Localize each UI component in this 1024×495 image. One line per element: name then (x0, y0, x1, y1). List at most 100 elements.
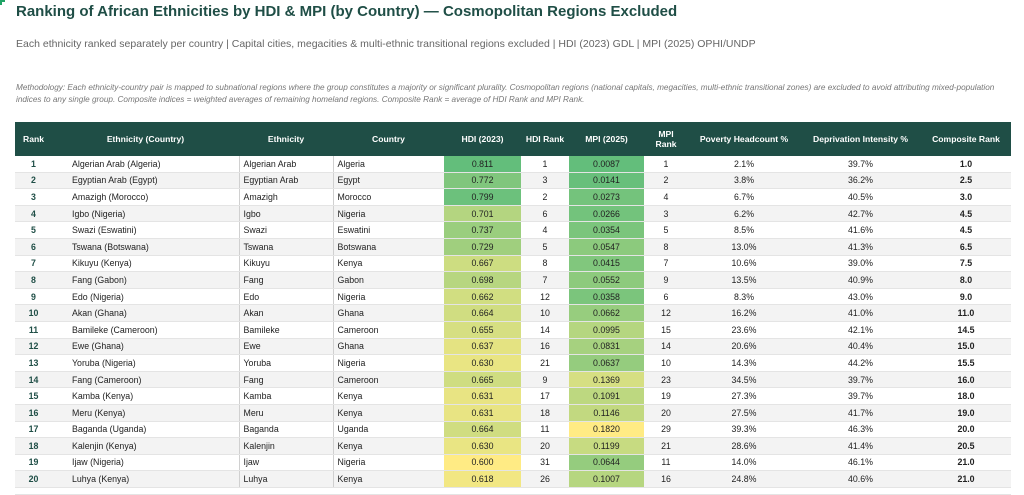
cell-hdi-rank[interactable]: 2 (521, 188, 569, 206)
cell-rank[interactable]: 6 (15, 238, 52, 256)
cell-ethnicity[interactable]: Algerian Arab (238, 156, 333, 173)
cell-rank[interactable]: 10 (15, 304, 52, 322)
cell-mpi-rank[interactable]: 19 (644, 387, 688, 405)
cell-rank[interactable]: 9 (15, 288, 52, 306)
cell-composite-rank[interactable]: 21.0 (921, 454, 1011, 472)
cell-hdi-rank[interactable]: 3 (521, 172, 569, 190)
cell-ethnicity-country[interactable]: Fang (Cameroon) (52, 371, 239, 389)
cell-hdi-rank[interactable]: 11 (521, 421, 569, 439)
cell-composite-rank[interactable]: 21.0 (921, 470, 1011, 488)
cell-mpi-rank[interactable]: 14 (644, 338, 688, 356)
cell-ethnicity-country[interactable]: Algerian Arab (Algeria) (52, 156, 239, 173)
cell-poverty-headcount[interactable]: 2.1% (688, 156, 800, 173)
cell-rank[interactable]: 8 (15, 271, 52, 289)
cell-deprivation-intensity[interactable]: 46.3% (800, 421, 921, 439)
cell-mpi[interactable]: 0.0087 (569, 156, 644, 173)
cell-poverty-headcount[interactable]: 27.3% (688, 387, 800, 405)
cell-hdi-rank[interactable]: 17 (521, 387, 569, 405)
sheet-corner-selector[interactable] (0, 0, 5, 5)
cell-mpi[interactable]: 0.1091 (569, 387, 644, 405)
cell-composite-rank[interactable]: 20.0 (921, 421, 1011, 439)
cell-country[interactable]: Nigeria (332, 354, 444, 372)
cell-mpi-rank[interactable]: 3 (644, 205, 688, 223)
cell-rank[interactable]: 7 (15, 255, 52, 273)
cell-mpi[interactable]: 0.1007 (569, 470, 644, 488)
cell-deprivation-intensity[interactable]: 36.2% (800, 172, 921, 190)
cell-hdi[interactable]: 0.664 (444, 304, 521, 322)
cell-hdi[interactable]: 0.701 (444, 205, 521, 223)
cell-mpi[interactable]: 0.1199 (569, 437, 644, 455)
cell-mpi-rank[interactable]: 12 (644, 304, 688, 322)
cell-ethnicity[interactable]: Igbo (238, 205, 333, 223)
cell-ethnicity[interactable]: Meru (238, 404, 333, 422)
cell-mpi[interactable]: 0.1369 (569, 371, 644, 389)
cell-hdi[interactable]: 0.630 (444, 354, 521, 372)
cell-deprivation-intensity[interactable]: 39.0% (800, 255, 921, 273)
cell-ethnicity[interactable]: Egyptian Arab (238, 172, 333, 190)
cell-hdi[interactable]: 0.698 (444, 271, 521, 289)
cell-rank[interactable]: 14 (15, 371, 52, 389)
cell-composite-rank[interactable]: 11.0 (921, 304, 1011, 322)
cell-ethnicity[interactable]: Kamba (238, 387, 333, 405)
cell-deprivation-intensity[interactable]: 41.0% (800, 304, 921, 322)
cell-deprivation-intensity[interactable]: 41.4% (800, 437, 921, 455)
cell-hdi[interactable]: 0.729 (444, 238, 521, 256)
cell-hdi-rank[interactable]: 31 (521, 454, 569, 472)
cell-deprivation-intensity[interactable]: 44.2% (800, 354, 921, 372)
cell-mpi[interactable]: 0.0547 (569, 238, 644, 256)
cell-deprivation-intensity[interactable]: 42.1% (800, 321, 921, 339)
cell-country[interactable]: Kenya (332, 404, 444, 422)
cell-ethnicity[interactable]: Bamileke (238, 321, 333, 339)
cell-ethnicity-country[interactable]: Amazigh (Morocco) (52, 188, 239, 206)
cell-mpi[interactable]: 0.0415 (569, 255, 644, 273)
cell-mpi-rank[interactable]: 4 (644, 188, 688, 206)
cell-hdi-rank[interactable]: 1 (521, 156, 569, 173)
cell-poverty-headcount[interactable]: 27.5% (688, 404, 800, 422)
cell-hdi[interactable]: 0.637 (444, 338, 521, 356)
cell-hdi-rank[interactable]: 16 (521, 338, 569, 356)
cell-deprivation-intensity[interactable]: 39.7% (800, 371, 921, 389)
cell-deprivation-intensity[interactable]: 41.7% (800, 404, 921, 422)
cell-mpi[interactable]: 0.0831 (569, 338, 644, 356)
cell-mpi[interactable]: 0.0552 (569, 271, 644, 289)
cell-country[interactable]: Algeria (332, 156, 444, 173)
cell-poverty-headcount[interactable]: 3.8% (688, 172, 800, 190)
cell-deprivation-intensity[interactable]: 42.7% (800, 205, 921, 223)
cell-mpi-rank[interactable]: 5 (644, 221, 688, 239)
cell-poverty-headcount[interactable]: 20.6% (688, 338, 800, 356)
cell-ethnicity-country[interactable]: Edo (Nigeria) (52, 288, 239, 306)
cell-rank[interactable]: 13 (15, 354, 52, 372)
cell-hdi-rank[interactable]: 14 (521, 321, 569, 339)
cell-ethnicity-country[interactable]: Igbo (Nigeria) (52, 205, 239, 223)
cell-ethnicity-country[interactable]: Meru (Kenya) (52, 404, 239, 422)
cell-mpi-rank[interactable]: 29 (644, 421, 688, 439)
cell-composite-rank[interactable]: 8.0 (921, 271, 1011, 289)
cell-deprivation-intensity[interactable]: 40.6% (800, 470, 921, 488)
cell-poverty-headcount[interactable]: 34.5% (688, 371, 800, 389)
cell-hdi[interactable]: 0.631 (444, 404, 521, 422)
cell-ethnicity[interactable]: Ewe (238, 338, 333, 356)
cell-composite-rank[interactable]: 15.5 (921, 354, 1011, 372)
cell-hdi[interactable]: 0.665 (444, 371, 521, 389)
cell-poverty-headcount[interactable]: 8.3% (688, 288, 800, 306)
cell-composite-rank[interactable]: 6.5 (921, 238, 1011, 256)
cell-country[interactable]: Nigeria (332, 454, 444, 472)
cell-hdi[interactable]: 0.655 (444, 321, 521, 339)
cell-mpi-rank[interactable]: 15 (644, 321, 688, 339)
cell-ethnicity[interactable]: Tswana (238, 238, 333, 256)
cell-composite-rank[interactable]: 14.5 (921, 321, 1011, 339)
cell-country[interactable]: Nigeria (332, 288, 444, 306)
cell-ethnicity[interactable]: Baganda (238, 421, 333, 439)
cell-poverty-headcount[interactable]: 28.6% (688, 437, 800, 455)
cell-composite-rank[interactable]: 18.0 (921, 387, 1011, 405)
cell-mpi[interactable]: 0.1146 (569, 404, 644, 422)
cell-hdi-rank[interactable]: 8 (521, 255, 569, 273)
cell-poverty-headcount[interactable]: 6.7% (688, 188, 800, 206)
cell-ethnicity-country[interactable]: Ijaw (Nigeria) (52, 454, 239, 472)
cell-hdi[interactable]: 0.664 (444, 421, 521, 439)
cell-mpi[interactable]: 0.0644 (569, 454, 644, 472)
cell-hdi-rank[interactable]: 18 (521, 404, 569, 422)
cell-country[interactable]: Morocco (332, 188, 444, 206)
cell-deprivation-intensity[interactable]: 40.5% (800, 188, 921, 206)
cell-mpi-rank[interactable]: 2 (644, 172, 688, 190)
